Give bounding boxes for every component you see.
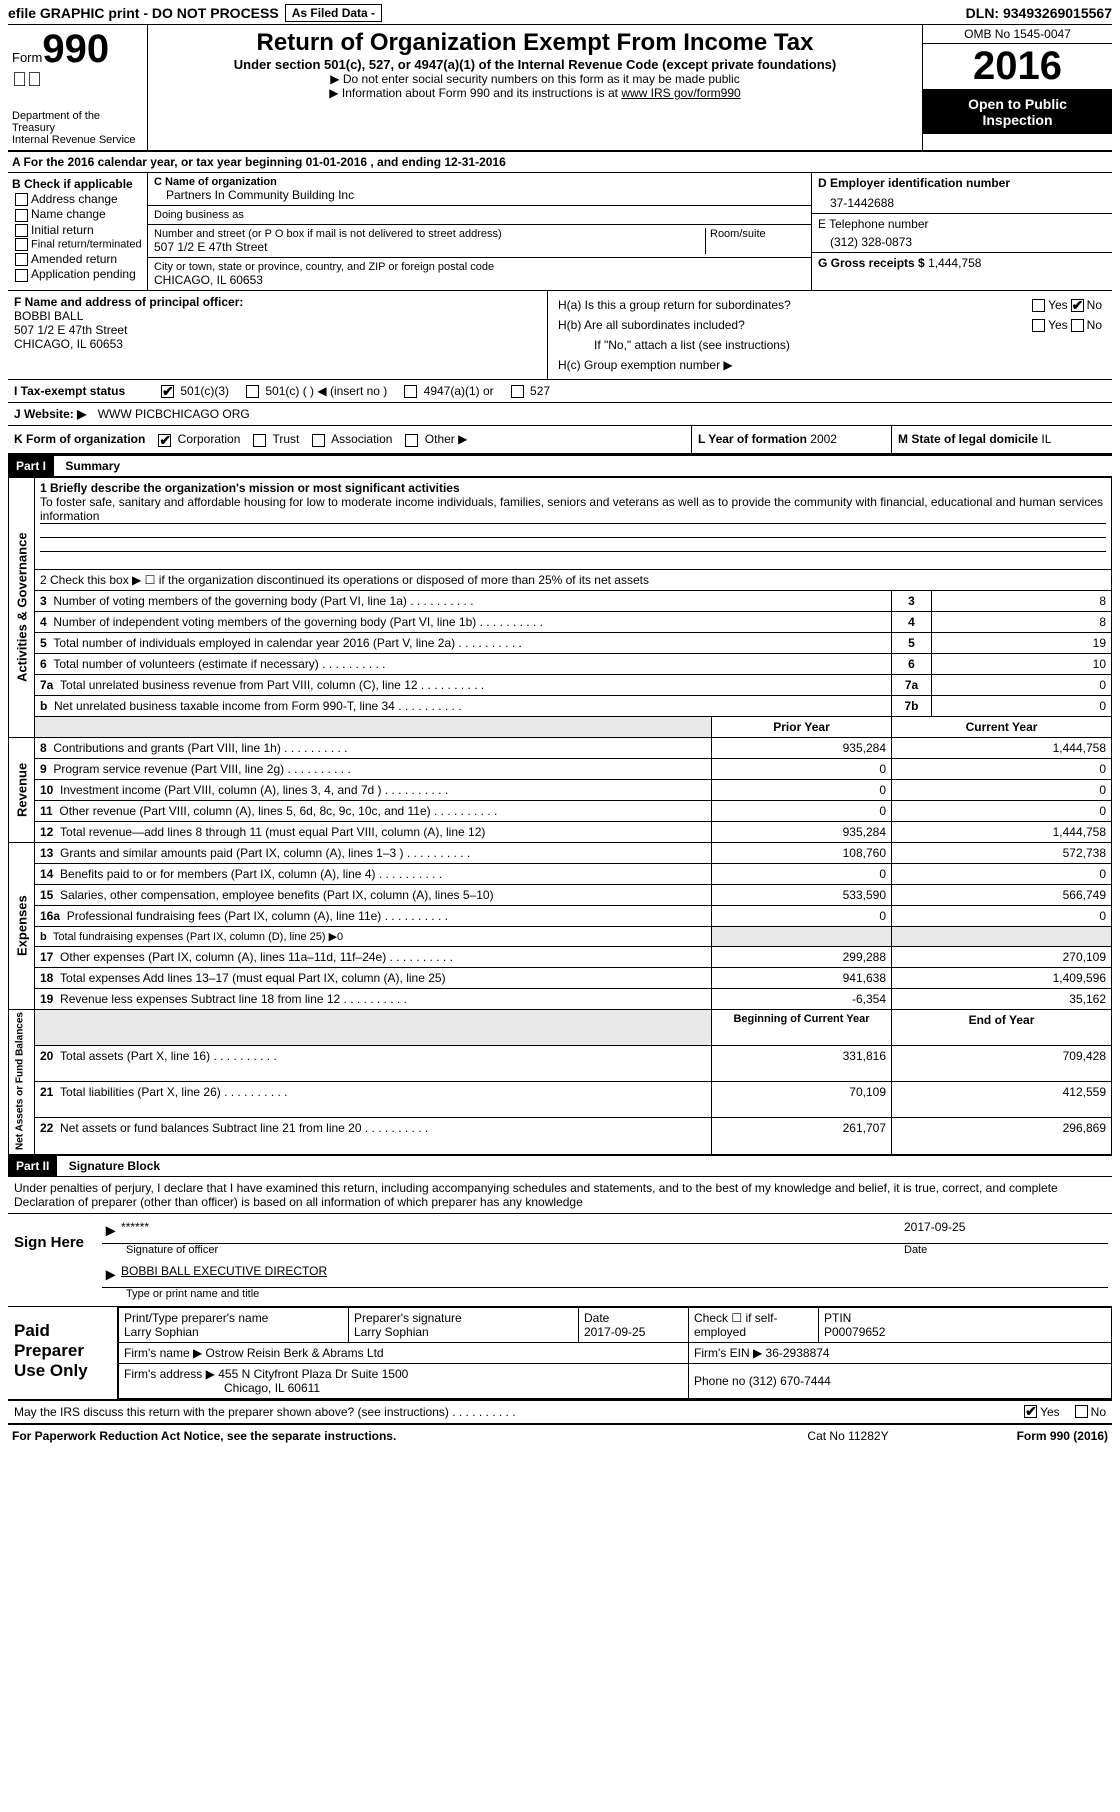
- preparer-name: Larry Sophian: [124, 1325, 343, 1339]
- phone: (312) 328-0873: [818, 231, 1106, 249]
- discuss-yes[interactable]: [1024, 1405, 1037, 1418]
- org-city: CHICAGO, IL 60653: [154, 273, 805, 287]
- firm-phone: (312) 670-7444: [749, 1374, 831, 1388]
- footer: For Paperwork Reduction Act Notice, see …: [8, 1425, 1112, 1447]
- topbar: efile GRAPHIC print - DO NOT PROCESS As …: [8, 4, 1112, 25]
- i-527[interactable]: [511, 385, 524, 398]
- discuss-no[interactable]: [1075, 1405, 1088, 1418]
- irs: Internal Revenue Service: [12, 134, 143, 146]
- cb-amended[interactable]: Amended return: [12, 252, 143, 266]
- ha-no[interactable]: [1071, 299, 1084, 312]
- header-mid: Return of Organization Exempt From Incom…: [148, 25, 922, 150]
- k-corp[interactable]: [158, 434, 171, 447]
- open-inspection: Open to Public Inspection: [923, 90, 1112, 134]
- k-other[interactable]: [405, 434, 418, 447]
- header-left: Form990 ✎⃝ Department of the Treasury In…: [8, 25, 148, 150]
- officer-sig-name: BOBBI BALL EXECUTIVE DIRECTOR: [121, 1264, 327, 1285]
- efile-notice: efile GRAPHIC print - DO NOT PROCESS: [8, 5, 279, 21]
- irs-link[interactable]: www IRS gov/form990: [621, 86, 740, 100]
- arrow-icon: ▸: [106, 1264, 115, 1285]
- section-b: B Check if applicable Address change Nam…: [8, 173, 148, 290]
- page: efile GRAPHIC print - DO NOT PROCESS As …: [0, 0, 1120, 1451]
- ptin: P00079652: [824, 1325, 1106, 1339]
- dept-treasury: Department of the Treasury: [12, 110, 143, 134]
- arrow-icon: ▸: [106, 1220, 115, 1241]
- preparer-block: Paid Preparer Use Only Print/Type prepar…: [8, 1307, 1112, 1401]
- cb-initial[interactable]: Initial return: [12, 223, 143, 237]
- dln: DLN: 93493269015567: [966, 5, 1112, 21]
- i-501c[interactable]: [246, 385, 259, 398]
- header-right: OMB No 1545-0047 2016 Open to Public Ins…: [922, 25, 1112, 150]
- form-title: Return of Organization Exempt From Incom…: [156, 29, 914, 57]
- k-assoc[interactable]: [312, 434, 325, 447]
- cb-pending[interactable]: Application pending: [12, 267, 143, 281]
- hb-no[interactable]: [1071, 319, 1084, 332]
- sign-here-label: Sign Here: [8, 1214, 98, 1306]
- side-revenue: Revenue: [9, 737, 35, 842]
- section-h: H(a) Is this a group return for subordin…: [548, 291, 1112, 379]
- section-i: I Tax-exempt status 501(c)(3) 501(c) ( )…: [8, 380, 1112, 403]
- i-4947[interactable]: [404, 385, 417, 398]
- officer-name: BOBBI BALL: [14, 309, 541, 323]
- section-c: C Name of organization Partners In Commu…: [148, 173, 812, 290]
- firm-name: Ostrow Reisin Berk & Abrams Ltd: [206, 1346, 384, 1360]
- i-501c3[interactable]: [161, 385, 174, 398]
- part2-header: Part II Signature Block: [8, 1155, 1112, 1177]
- side-governance: Activities & Governance: [9, 477, 35, 737]
- header: Form990 ✎⃝ Department of the Treasury In…: [8, 25, 1112, 152]
- cb-name[interactable]: Name change: [12, 207, 143, 221]
- section-k: K Form of organization Corporation Trust…: [8, 426, 692, 452]
- entity-block: B Check if applicable Address change Nam…: [8, 173, 1112, 291]
- cb-address[interactable]: Address change: [12, 192, 143, 206]
- section-m: M State of legal domicile IL: [892, 426, 1112, 452]
- gross-receipts: 1,444,758: [928, 256, 981, 270]
- k-trust[interactable]: [253, 434, 266, 447]
- section-j: J Website: ▶ WWW PICBCHICAGO ORG: [8, 403, 1112, 426]
- as-filed: As Filed Data -: [285, 4, 382, 22]
- cb-final[interactable]: Final return/terminated: [12, 238, 143, 251]
- firm-ein: 36-2938874: [766, 1346, 830, 1360]
- line-a: A For the 2016 calendar year, or tax yea…: [8, 152, 1112, 173]
- org-name: Partners In Community Building Inc: [154, 188, 805, 202]
- ha-yes[interactable]: [1032, 299, 1045, 312]
- paid-preparer-label: Paid Preparer Use Only: [8, 1307, 118, 1399]
- summary-table: Activities & Governance 1 Briefly descri…: [8, 477, 1112, 1155]
- part1-header: Part I Summary: [8, 455, 1112, 477]
- mission-text: To foster safe, sanitary and affordable …: [40, 495, 1106, 524]
- tax-year: 2016: [923, 44, 1112, 90]
- section-l: L Year of formation 2002: [692, 426, 892, 452]
- section-deg: D Employer identification number 37-1442…: [812, 173, 1112, 290]
- ein: 37-1442688: [818, 190, 1106, 210]
- form-subtitle: Under section 501(c), 527, or 4947(a)(1)…: [156, 57, 914, 72]
- fh-row: F Name and address of principal officer:…: [8, 291, 1112, 380]
- sign-block: Sign Here ▸ ****** 2017-09-25 Signature …: [8, 1214, 1112, 1307]
- side-netassets: Net Assets or Fund Balances: [9, 1009, 35, 1154]
- org-street: 507 1/2 E 47th Street: [154, 240, 705, 254]
- website: WWW PICBCHICAGO ORG: [90, 407, 250, 421]
- discuss-row: May the IRS discuss this return with the…: [8, 1401, 1112, 1425]
- perjury-text: Under penalties of perjury, I declare th…: [8, 1177, 1112, 1214]
- omb-no: OMB No 1545-0047: [923, 25, 1112, 44]
- hb-yes[interactable]: [1032, 319, 1045, 332]
- klm-row: K Form of organization Corporation Trust…: [8, 426, 1112, 454]
- side-expenses: Expenses: [9, 842, 35, 1009]
